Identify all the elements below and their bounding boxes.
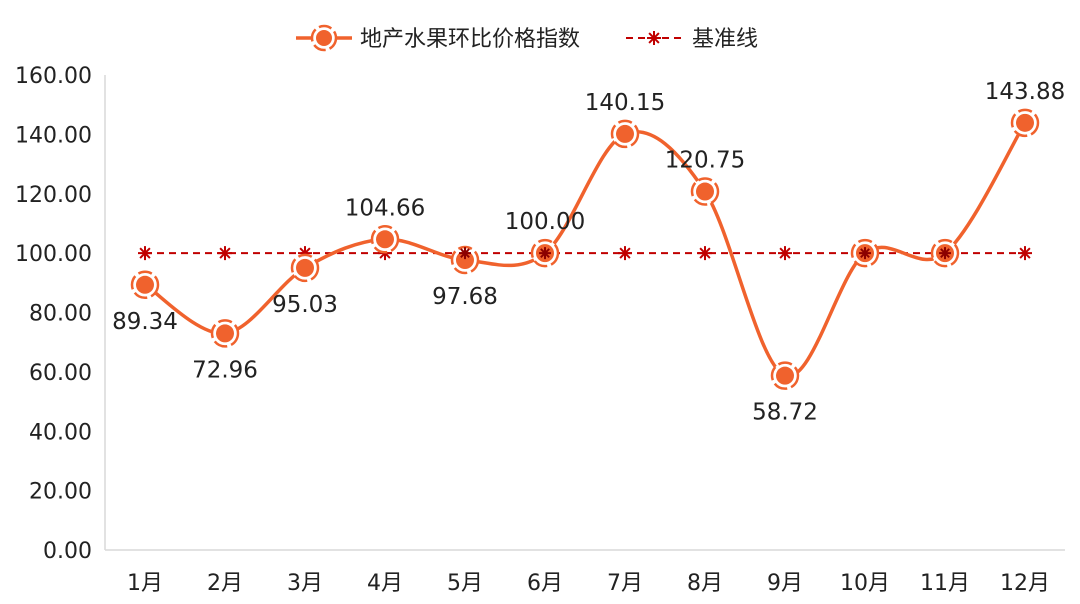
baseline-marker (778, 246, 792, 261)
data-label: 140.15 (585, 90, 665, 116)
y-tick-label: 0.00 (43, 539, 92, 564)
legend-item-price-index: 地产水果环比价格指数 (296, 24, 580, 52)
x-tick-label: 7月 (607, 571, 643, 596)
data-label: 104.66 (345, 195, 425, 221)
price-index-point (610, 119, 640, 149)
price-index-point (850, 238, 880, 268)
baseline-series (138, 246, 1032, 261)
x-tick-label: 10月 (840, 571, 890, 596)
baseline-marker (138, 246, 152, 261)
baseline-marker (618, 246, 632, 261)
data-label: 72.96 (192, 357, 258, 383)
price-index-point (450, 245, 480, 275)
x-axis: 1月 2月 3月 4月 5月 6月 7月 8月 9月 10月 11月 12月 (105, 549, 1065, 596)
data-label: 58.72 (752, 400, 818, 426)
price-index-point (770, 361, 800, 390)
y-tick-label: 100.00 (15, 242, 92, 267)
price-index-point (130, 270, 160, 300)
price-index-point (290, 253, 320, 283)
data-label: 95.03 (272, 292, 338, 318)
x-tick-label: 2月 (207, 571, 243, 596)
data-label: 97.68 (432, 284, 498, 310)
price-index-series (130, 108, 1040, 390)
data-labels: 89.34 72.96 95.03 104.66 97.68 100.00 140.15 12… (112, 79, 1065, 426)
baseline-marker-overlay (939, 247, 951, 260)
x-tick-label: 3月 (287, 571, 323, 596)
baseline-marker-overlay (539, 247, 551, 260)
data-label: 100.00 (505, 209, 585, 235)
data-label: 120.75 (665, 148, 745, 174)
x-tick-label: 4月 (367, 571, 403, 596)
y-axis: 0.00 20.00 40.00 60.00 80.00 100.00 120.00 140.… (15, 64, 106, 564)
baseline-marker (218, 246, 232, 261)
price-index-point (370, 225, 400, 254)
x-tick-label: 8月 (687, 571, 723, 596)
legend-star (647, 31, 661, 45)
legend: 地产水果环比价格指数 基准线 (296, 24, 758, 52)
price-index-line (144, 121, 1027, 378)
price-index-point (210, 319, 240, 348)
data-label: 143.88 (985, 79, 1065, 105)
baseline-marker-overlay (859, 247, 871, 260)
legend-item-baseline: 基准线 (626, 27, 758, 52)
x-tick-label: 11月 (920, 571, 970, 596)
x-tick-label: 1月 (127, 571, 163, 596)
y-tick-label: 140.00 (15, 123, 92, 148)
price-index-point (530, 238, 560, 268)
baseline-marker-overlay (459, 247, 471, 260)
price-index-point (690, 177, 720, 206)
legend-label: 地产水果环比价格指数 (360, 27, 580, 52)
x-tick-label: 6月 (527, 571, 563, 596)
y-tick-label: 40.00 (29, 420, 92, 445)
y-tick-label: 120.00 (15, 183, 92, 208)
y-tick-label: 160.00 (15, 64, 92, 89)
baseline-marker (698, 246, 712, 261)
data-label: 89.34 (112, 309, 178, 335)
price-index-point (1010, 108, 1040, 138)
x-tick-label: 9月 (767, 571, 803, 596)
baseline-marker (1018, 246, 1032, 261)
y-tick-label: 80.00 (29, 302, 92, 327)
legend-label: 基准线 (692, 27, 758, 52)
x-tick-label: 5月 (447, 571, 483, 596)
x-tick-label: 12月 (1000, 571, 1050, 596)
y-tick-label: 20.00 (29, 480, 92, 505)
y-tick-label: 60.00 (29, 361, 92, 386)
